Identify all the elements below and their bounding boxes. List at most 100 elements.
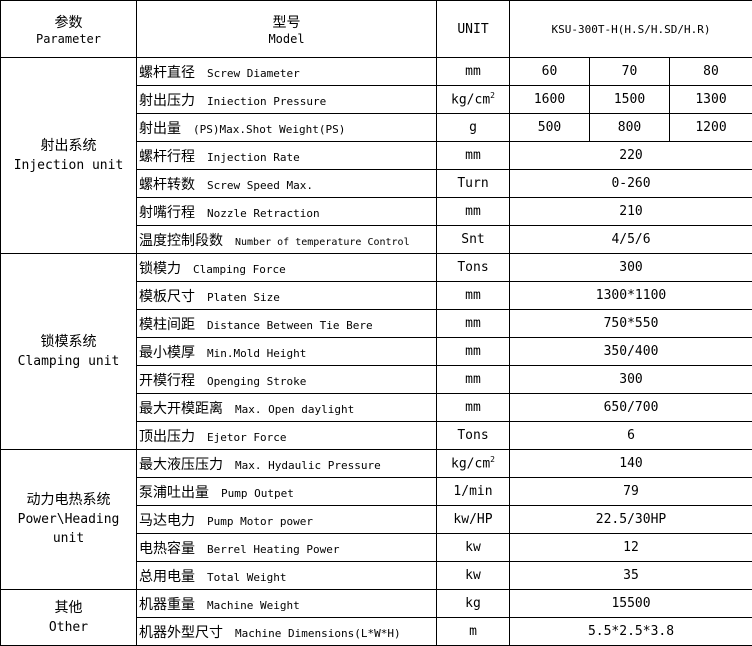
unit-text: Snt [461,232,484,247]
unit-cell: kw [437,534,510,562]
value-cell: 140 [510,450,752,478]
header-parameter: 参数 Parameter [1,1,137,58]
unit-text: Turn [457,176,488,191]
parameter-en: Max. Open daylight [235,403,354,416]
unit-text: mm [465,344,481,359]
value-cell: 210 [510,198,752,226]
parameter-cn: 最小模厚 [139,345,195,361]
parameter-cn: 电热容量 [139,541,195,557]
value-cell: 650/700 [510,394,752,422]
unit-text: kw/HP [453,512,492,527]
unit-cell: kg/cm2 [437,450,510,478]
unit-cell: 1/min [437,478,510,506]
unit-cell: mm [437,58,510,86]
value-cell: 12 [510,534,752,562]
unit-cell: mm [437,394,510,422]
header-row: 参数 Parameter 型号 Model UNIT KSU-300T-H(H.… [1,1,752,58]
unit-text: mm [465,64,481,79]
value-cell: 1200 [670,114,752,142]
value-cell: 0-260 [510,170,752,198]
parameter-cell: 螺杆直径 Screw Diameter [137,58,437,86]
unit-cell: Snt [437,226,510,254]
parameter-en: Total Weight [207,571,286,584]
unit-text: Tons [457,260,488,275]
parameter-cn: 射出压力 [139,93,195,109]
parameter-en: (PS)Max.Shot Weight(PS) [193,123,345,136]
parameter-en: Max. Hydaulic Pressure [235,459,381,472]
group-label-en: Other [1,618,136,637]
unit-cell: mm [437,282,510,310]
parameter-cn: 螺杆行程 [139,149,195,165]
parameter-cn: 螺杆转数 [139,177,195,193]
group-label-en: Power\Heading [1,510,136,529]
unit-cell: g [437,114,510,142]
parameter-cell: 锁模力 Clamping Force [137,254,437,282]
parameter-en: Iniection Pressure [207,95,326,108]
value-cell: 6 [510,422,752,450]
unit-cell: m [437,618,510,646]
group-label-en-2: unit [1,529,136,548]
group-label-en: Injection unit [1,156,136,175]
unit-cell: mm [437,142,510,170]
parameter-cn: 马达电力 [139,513,195,529]
header-unit: UNIT [437,1,510,58]
parameter-en: Screw Diameter [207,67,300,80]
header-param-en: Parameter [1,32,136,46]
unit-text: mm [465,400,481,415]
value-cell: 22.5/30HP [510,506,752,534]
value-cell: 300 [510,366,752,394]
unit-text: m [469,624,477,639]
unit-cell: Tons [437,254,510,282]
parameter-cell: 电热容量 Berrel Heating Power [137,534,437,562]
parameter-cn: 模板尺寸 [139,289,195,305]
parameter-cn: 机器外型尺寸 [139,625,223,641]
unit-text: kw [465,568,481,583]
unit-text: 1/min [453,484,492,499]
value-cell: 1300 [670,86,752,114]
parameter-en: Berrel Heating Power [207,543,339,556]
value-cell: 300 [510,254,752,282]
parameter-en: Clamping Force [193,263,286,276]
header-model: 型号 Model [137,1,437,58]
unit-text: Tons [457,428,488,443]
header-param-cn: 参数 [1,12,136,32]
parameter-en: Number of temperature Control [235,237,410,248]
parameter-cn: 开模行程 [139,373,195,389]
parameter-en: Openging Stroke [207,375,306,388]
parameter-cn: 螺杆直径 [139,65,195,81]
parameter-cn: 温度控制段数 [139,233,223,249]
unit-cell: kw [437,562,510,590]
parameter-cn: 锁模力 [139,261,181,277]
value-cell: 750*550 [510,310,752,338]
value-cell: 5.5*2.5*3.8 [510,618,752,646]
group-label-en: Clamping unit [1,352,136,371]
unit-text: mm [465,288,481,303]
parameter-en: Ejetor Force [207,431,286,444]
value-cell: 4/5/6 [510,226,752,254]
value-cell: 1500 [590,86,670,114]
unit-text: mm [465,372,481,387]
unit-cell: kg [437,590,510,618]
unit-text: kg/cm [451,457,490,472]
group-label-cn: 射出系统 [1,137,136,156]
parameter-en: Nozzle Retraction [207,207,320,220]
value-cell: 800 [590,114,670,142]
value-cell: 60 [510,58,590,86]
unit-cell: mm [437,310,510,338]
value-cell: 350/400 [510,338,752,366]
group-label-cn: 锁模系统 [1,333,136,352]
unit-cell: Tons [437,422,510,450]
unit-text: kg/cm [451,93,490,108]
unit-cell: Turn [437,170,510,198]
header-model-en: Model [137,32,436,46]
